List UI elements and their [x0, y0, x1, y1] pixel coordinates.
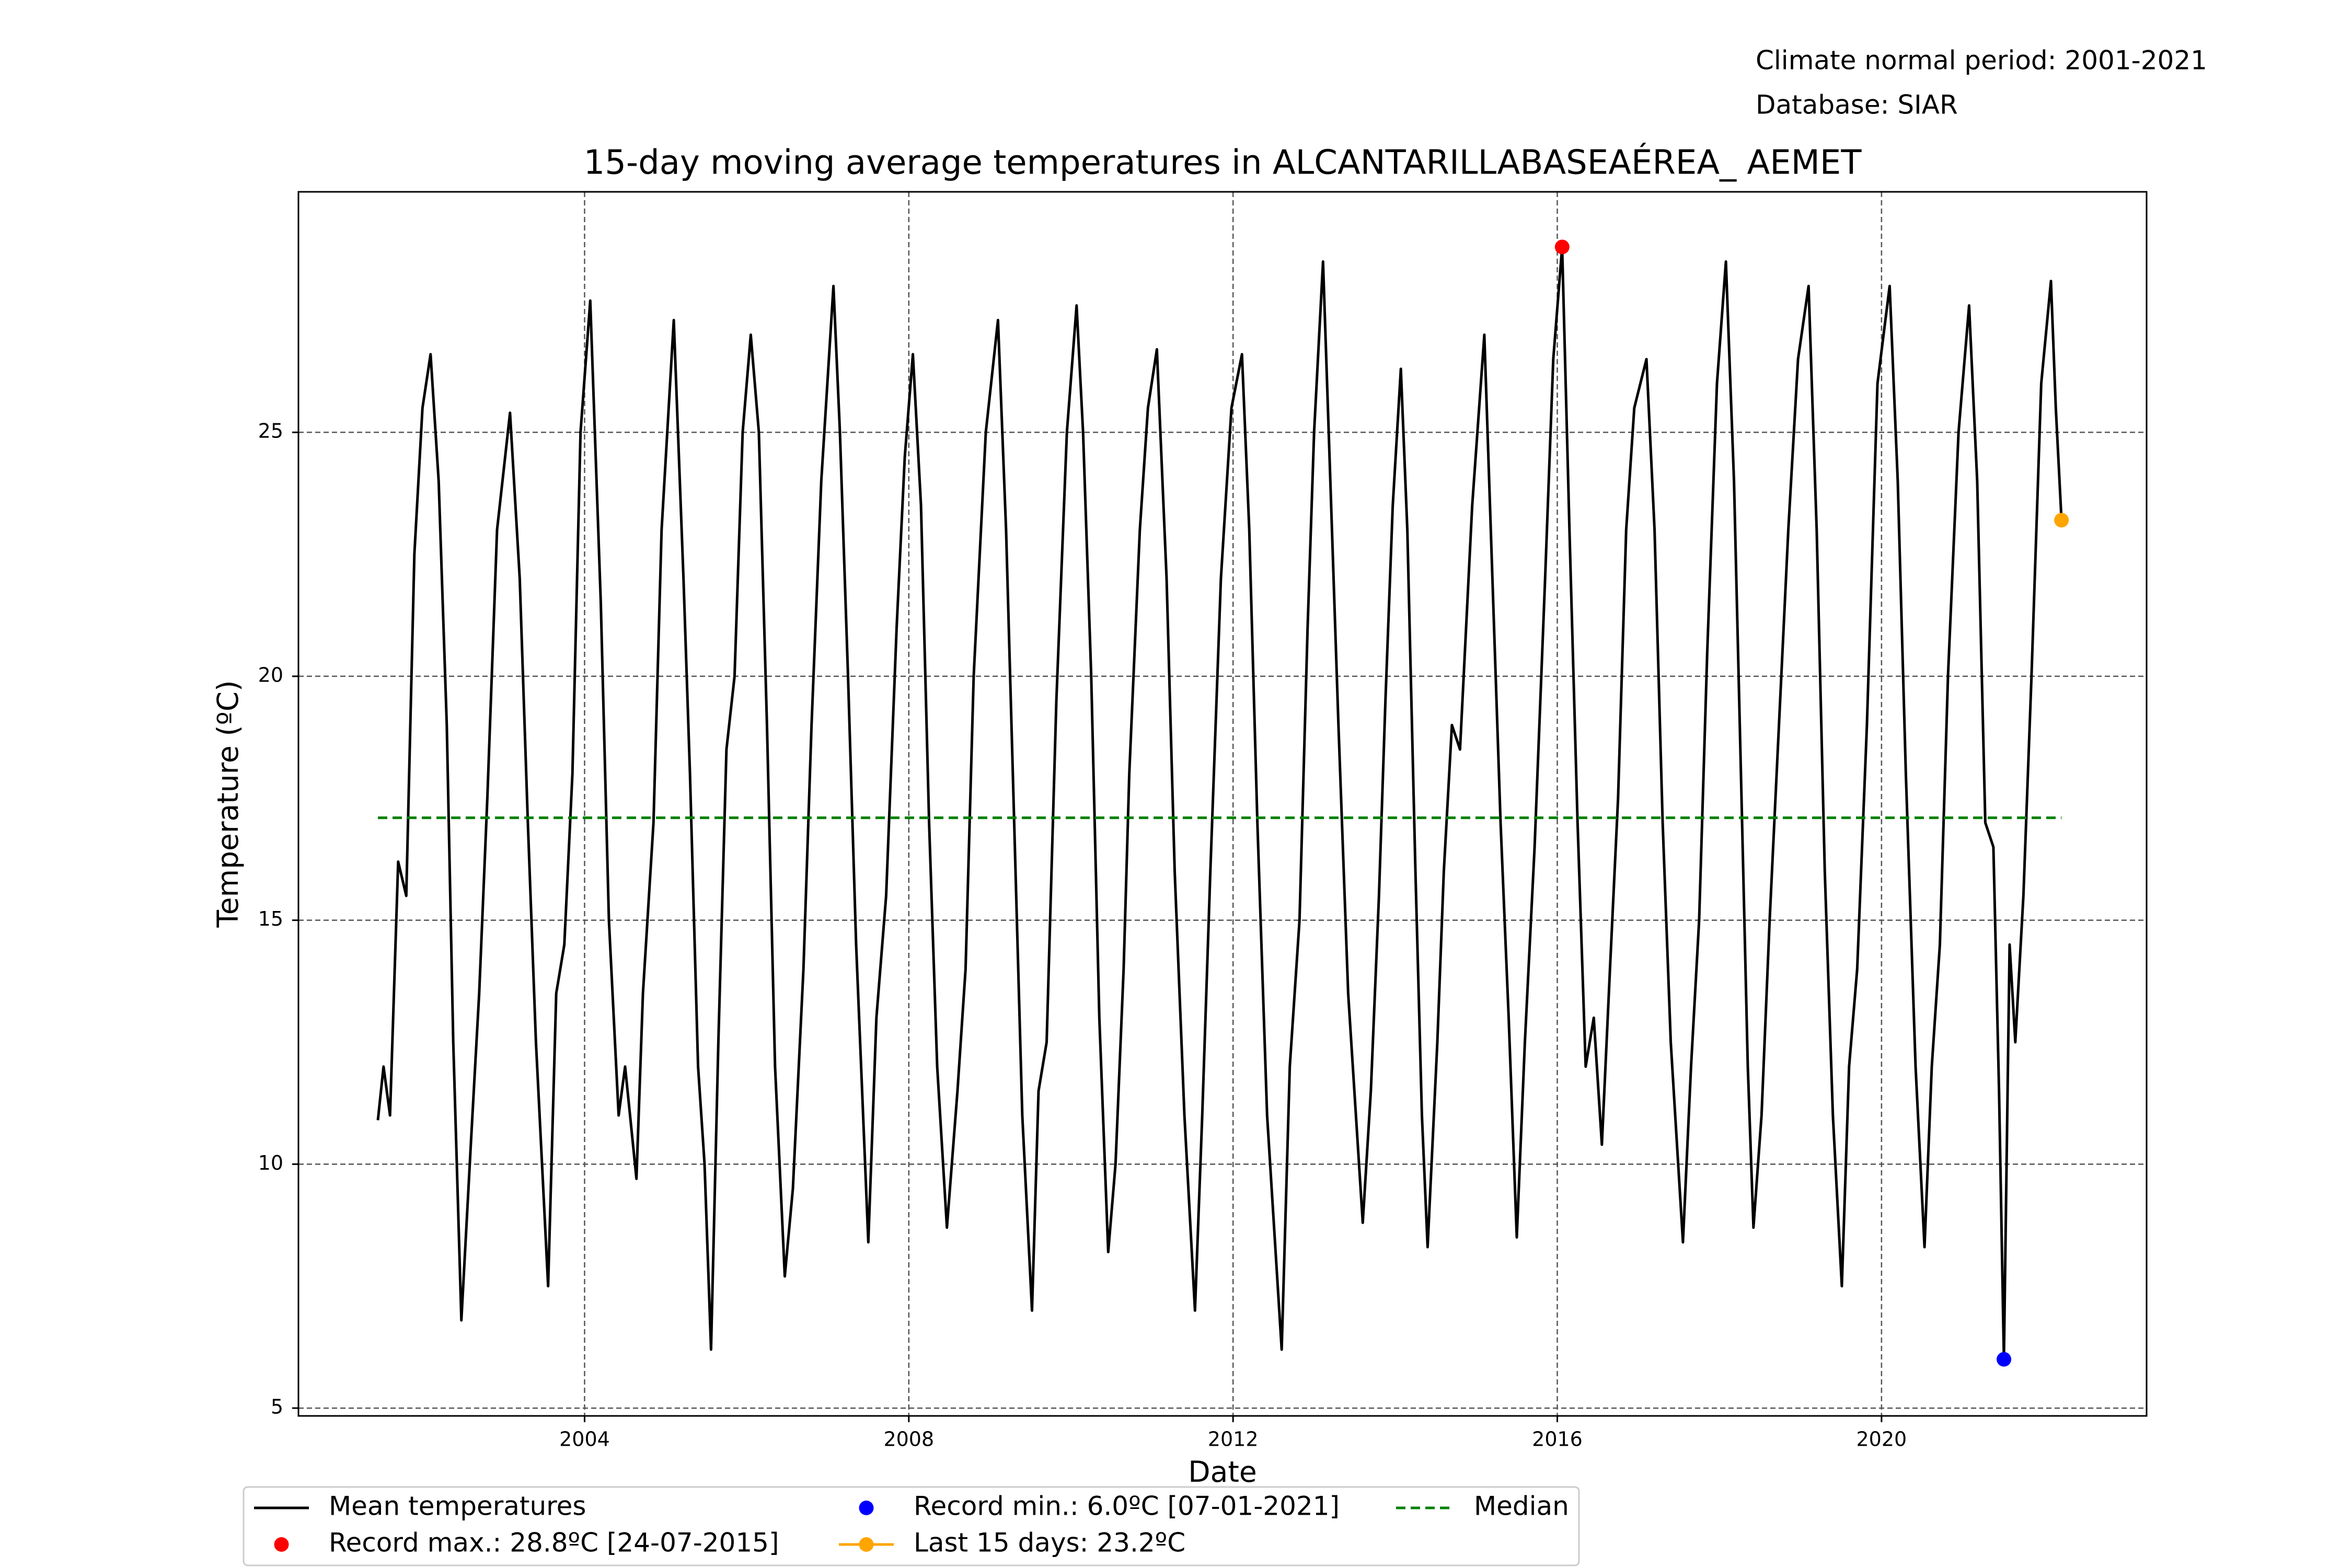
y-tick-label: 15: [258, 907, 283, 930]
legend-label: Last 15 days: 23.2ºC: [914, 1528, 1185, 1558]
legend-marker: [274, 1537, 289, 1552]
legend-marker: [859, 1537, 874, 1552]
legend-label: Mean temperatures: [329, 1491, 586, 1521]
legend-box: [243, 1486, 1580, 1566]
x-tick-label: 2016: [1532, 1428, 1583, 1451]
annotation: Database: SIAR: [1756, 90, 1958, 120]
legend-label: Record min.: 6.0ºC [07-01-2021]: [914, 1491, 1340, 1521]
legend-label: Median: [1474, 1491, 1569, 1521]
x-tick-label: 2004: [559, 1428, 610, 1451]
y-tick-label: 5: [271, 1396, 283, 1419]
y-tick-label: 20: [258, 663, 283, 686]
point: [1997, 1352, 2012, 1367]
annotation: Climate normal period: 2001-2021: [1756, 45, 2207, 76]
y-axis-label: Temperature (ºC): [211, 680, 245, 928]
chart-title: 15-day moving average temperatures in AL…: [584, 143, 1862, 182]
data-line: [376, 246, 2063, 1361]
legend-marker: [859, 1501, 874, 1515]
x-tick-label: 2020: [1857, 1428, 1907, 1451]
x-tick-label: 2008: [883, 1428, 934, 1451]
y-tick-label: 25: [258, 420, 283, 443]
legend-label: Record max.: 28.8ºC [24-07-2015]: [329, 1528, 779, 1558]
point: [1554, 239, 1570, 255]
point: [2054, 513, 2069, 528]
x-axis-label: Date: [1188, 1455, 1256, 1489]
x-tick-label: 2012: [1208, 1428, 1259, 1451]
y-tick-label: 10: [258, 1151, 283, 1174]
plot-frame: [297, 191, 2148, 1417]
